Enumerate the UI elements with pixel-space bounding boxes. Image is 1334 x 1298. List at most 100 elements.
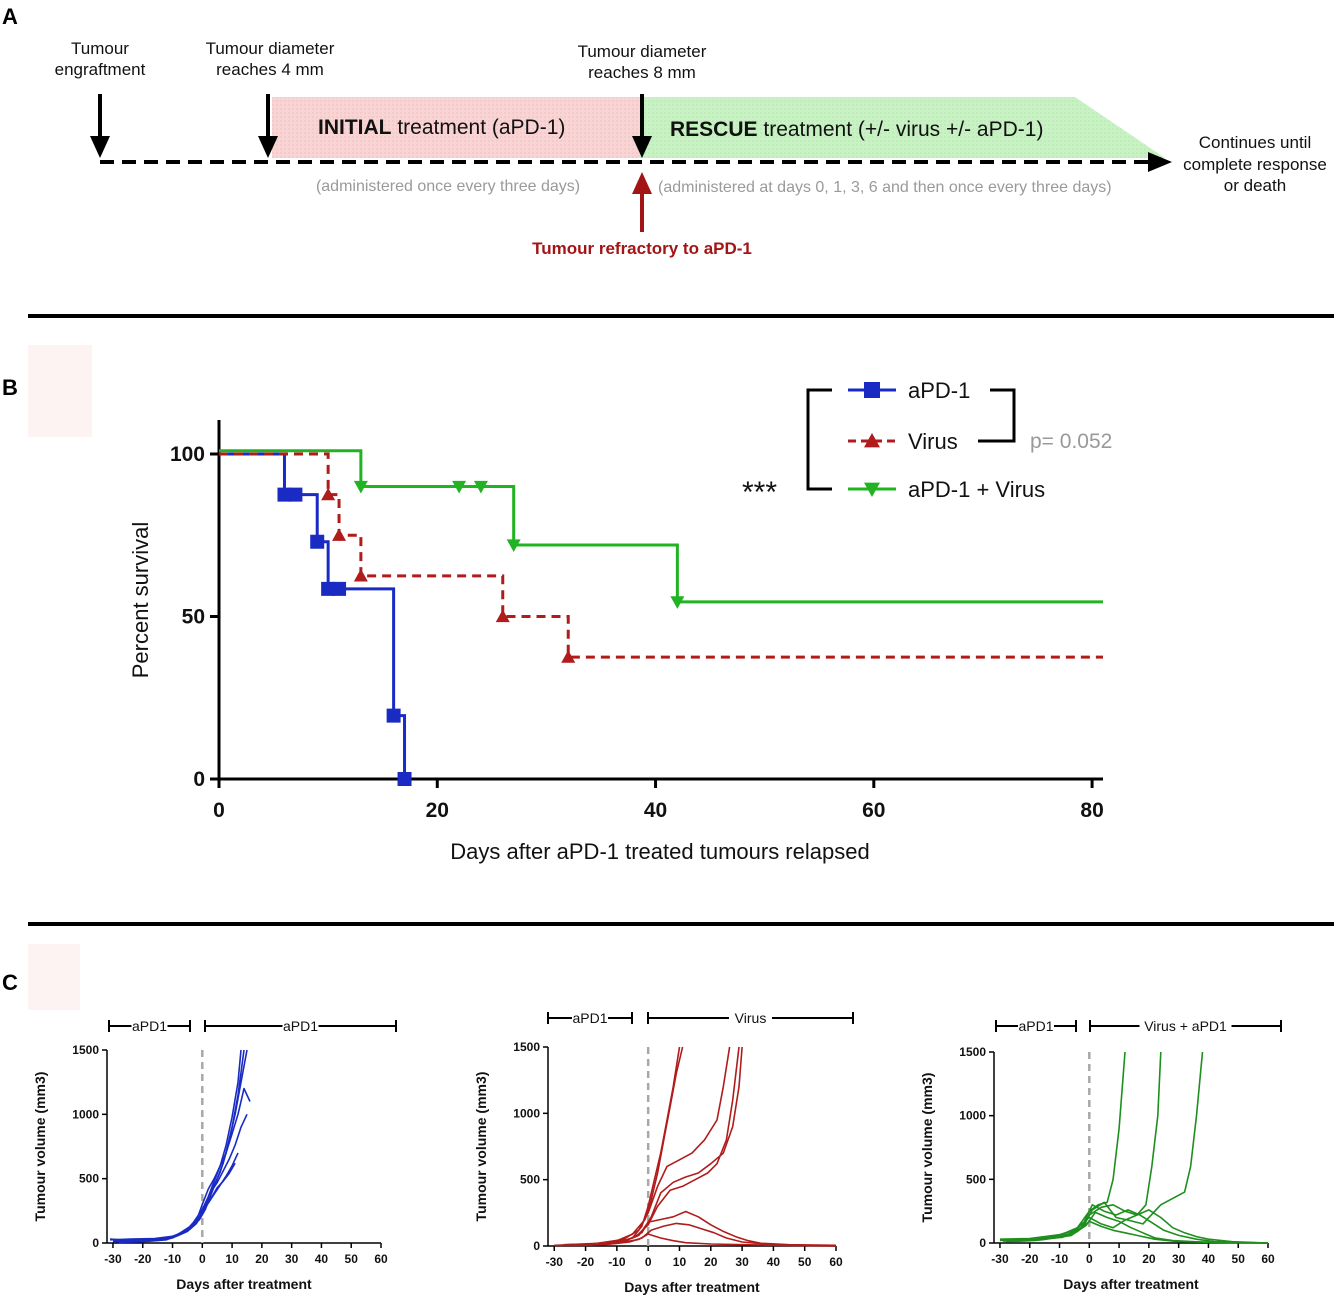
growth-y-tick-label: 500: [520, 1173, 540, 1187]
growth-x-tick-label: 40: [315, 1252, 329, 1266]
growth-y-tick-label: 0: [533, 1239, 540, 1253]
survival-marker-2: [353, 480, 368, 494]
survival-marker-1: [321, 487, 336, 501]
growth-x-tick-label: -10: [608, 1255, 626, 1269]
growth-x-tick-label: 30: [285, 1252, 299, 1266]
growth-curve-2: [118, 1049, 242, 1244]
growth-curve-6: [109, 1162, 236, 1241]
rescue-treatment-band: [640, 97, 1165, 158]
growth-x-axis-title: Days after treatment: [176, 1276, 312, 1292]
growth-x-tick-label: 10: [225, 1252, 239, 1266]
growth-x-tick-label: 30: [735, 1255, 749, 1269]
growth-x-tick-label: 60: [374, 1252, 388, 1266]
growth-y-tick-label: 0: [92, 1236, 99, 1250]
diam8-label-1: Tumour diameter: [578, 42, 707, 61]
survival-marker-2: [473, 480, 488, 494]
pvalue-label: p= 0.052: [1030, 430, 1112, 453]
significance-stars: ***: [742, 476, 777, 509]
growth-x-tick-label: 50: [798, 1255, 812, 1269]
diam8-label-2: reaches 8 mm: [588, 63, 696, 82]
legend-marker-2: [864, 482, 880, 497]
growth-x-axis-title: Days after treatment: [624, 1279, 760, 1295]
growth-y-tick-label: 1500: [513, 1040, 540, 1054]
survival-y-tick-label: 50: [182, 606, 205, 629]
growth-curve-1: [560, 1046, 684, 1247]
growth-x-axis-title: Days after treatment: [1063, 1276, 1199, 1292]
growth-y-tick-label: 1500: [72, 1043, 99, 1057]
survival-x-tick-label: 40: [644, 799, 667, 822]
growth-x-tick-label: 10: [673, 1255, 687, 1269]
survival-marker-2: [506, 539, 521, 552]
survival-marker-2: [452, 480, 467, 494]
continues-label-3: or death: [1224, 176, 1286, 195]
survival-x-tick-label: 60: [862, 799, 885, 822]
legend-label-2: aPD-1 + Virus: [908, 477, 1045, 502]
initial-schedule-text: (administered once every three days): [316, 178, 580, 195]
growth-curve-2: [1005, 1051, 1204, 1243]
growth-curve-3: [569, 1046, 743, 1246]
growth-y-tick-label: 1000: [513, 1106, 540, 1120]
growth-curve-3: [112, 1087, 251, 1242]
post-treatment-bar-label: Virus + aPD1: [1144, 1018, 1227, 1034]
growth-curve-2: [566, 1046, 731, 1246]
legend-marker-0: [864, 382, 880, 398]
initial-treatment-label: INITIAL treatment (aPD-1): [318, 116, 565, 139]
legend-label-0: aPD-1: [908, 378, 970, 403]
engraftment-arrow: [90, 94, 110, 158]
significance-bracket-right: [978, 388, 1016, 443]
growth-curve-5: [563, 1210, 837, 1247]
legend-marker-1: [864, 433, 880, 448]
panel-label-c: C: [2, 970, 18, 995]
pre-treatment-bar-label: aPD1: [1018, 1018, 1053, 1034]
growth-x-tick-label: -30: [546, 1255, 564, 1269]
pre-treatment-bar-label: aPD1: [572, 1010, 607, 1026]
growth-curve-0: [554, 1046, 681, 1247]
growth-y-axis-title: Tumour volume (mm3): [473, 1072, 489, 1222]
growth-y-tick-label: 1500: [959, 1045, 986, 1059]
growth-x-tick-label: -30: [104, 1252, 122, 1266]
initial-treatment-band: [272, 97, 640, 158]
growth-x-tick-label: 60: [1261, 1252, 1275, 1266]
growth-chart-virus-apd1: -30 -20 -10 0 10 20 30 40 50 60 0 500 1000 1500 Days a…: [919, 1018, 1282, 1292]
growth-x-tick-label: -30: [991, 1252, 1009, 1266]
panel-b-shade: [28, 345, 92, 437]
survival-marker-1: [495, 609, 510, 623]
survival-chart: 0 20 40 60 80 0 50 100 Days after aPD-1 treated …: [128, 378, 1112, 864]
significance-bracket-left: [806, 388, 832, 491]
pre-treatment-bar-label: aPD1: [132, 1018, 167, 1034]
survival-x-tick-label: 20: [426, 799, 449, 822]
survival-marker-0: [288, 487, 303, 502]
growth-curve-5: [999, 1209, 1269, 1244]
growth-x-tick-label: 20: [704, 1255, 718, 1269]
survival-curve-2: [219, 449, 1103, 604]
refractory-label: Tumour refractory to aPD-1: [532, 239, 752, 258]
growth-y-tick-label: 500: [966, 1172, 986, 1186]
survival-marker-0: [397, 772, 412, 786]
survival-curve-0: [219, 452, 407, 779]
diam4-label-2: reaches 4 mm: [216, 60, 324, 79]
growth-x-tick-label: 0: [645, 1255, 652, 1269]
refractory-arrow: [632, 172, 652, 232]
engraftment-label-2: engraftment: [55, 60, 146, 79]
diameter-8mm-arrow: [632, 94, 652, 158]
survival-x-tick-label: 80: [1080, 799, 1103, 822]
survival-marker-2: [670, 596, 685, 609]
rescue-schedule-text: (administered at days 0, 1, 3, 6 and the…: [658, 179, 1112, 196]
growth-x-tick-label: 20: [255, 1252, 269, 1266]
timeline-arrowhead: [1148, 152, 1172, 172]
survival-marker-0: [277, 487, 292, 502]
survival-x-tick-label: 0: [213, 799, 225, 822]
growth-chart-virus: -30 -20 -10 0 10 20 30 40 50 60 0 500 1000 1500 Days a…: [473, 1010, 854, 1295]
growth-x-tick-label: 0: [199, 1252, 206, 1266]
growth-curve-4: [115, 1113, 248, 1243]
growth-chart-apd1: -30 -20 -10 0 10 20 30 40 50 60 0 500 1000 1500 Days a…: [32, 1018, 397, 1292]
growth-x-tick-label: 50: [1232, 1252, 1246, 1266]
growth-x-tick-label: -20: [134, 1252, 152, 1266]
growth-y-tick-label: 1000: [72, 1107, 99, 1121]
growth-x-tick-label: 30: [1172, 1252, 1186, 1266]
survival-y-tick-label: 100: [170, 443, 205, 466]
growth-x-tick-label: 40: [1202, 1252, 1216, 1266]
survival-marker-0: [386, 708, 401, 723]
growth-curve-1: [1002, 1051, 1162, 1242]
